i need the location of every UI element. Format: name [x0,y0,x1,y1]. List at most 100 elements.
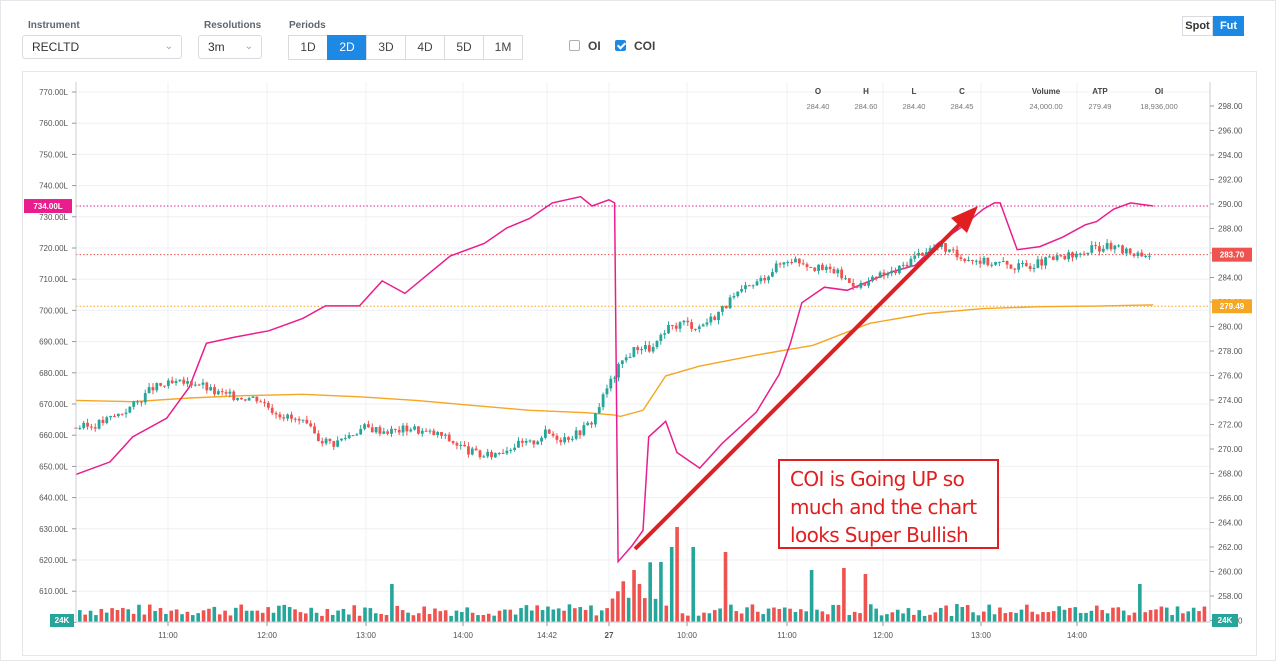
candle-body [813,267,817,271]
volume-bar [1019,609,1024,622]
volume-bar [729,604,733,622]
right-tick-label: 278.00 [1218,347,1243,356]
chart-container[interactable]: 770.00L 760.00L 750.00L 740.00L 730.00L 720.0… [22,71,1257,656]
candle-body [720,306,724,312]
ohlc-header: C [959,87,965,96]
x-tick-label: 14:42 [537,631,558,640]
candle-body [732,295,736,298]
candle-body [770,272,774,277]
fut-toggle-button[interactable]: Fut [1213,16,1244,36]
volume-bar [390,584,394,622]
volume-bar [250,610,254,622]
candle-body [582,425,586,436]
candle-body [1036,259,1040,268]
candle-body [990,264,994,266]
period-1m[interactable]: 1M [483,35,523,60]
candle-body [170,380,174,384]
right-tick-label: 288.00 [1218,225,1243,234]
volume-bar [987,604,991,622]
volume-bar [917,610,922,622]
candle-body [782,262,786,265]
volume-bar [680,613,685,622]
volume-bar [675,527,679,622]
candle-body [451,441,455,444]
period-4d[interactable]: 4D [405,35,445,60]
volume-bar [373,613,378,622]
candle-body [832,269,836,274]
candle-body [293,418,297,420]
coi-checkbox[interactable] [615,40,626,51]
period-2d[interactable]: 2D [327,35,367,60]
ohlc-header: OI [1155,87,1163,96]
volume-bar [244,610,249,622]
volume-bar [1159,606,1164,622]
candle-body [190,381,193,386]
volume-bar [83,614,87,622]
annotation-line: looks Super Bullish [790,523,969,547]
period-5d[interactable]: 5D [444,35,484,60]
ohlc-value: 284.45 [951,102,974,111]
candle-body [1128,248,1132,254]
candle-body [555,435,559,440]
oi-checkbox[interactable] [569,40,580,51]
right-tick-label: 290.00 [1218,200,1243,209]
candle-body [620,360,624,365]
candle-body [909,258,913,267]
volume-bar [309,607,313,622]
spot-toggle-button[interactable]: Spot [1182,16,1213,36]
candle-body [1044,257,1047,266]
candle-body [174,381,178,384]
candle-body [263,402,266,404]
period-3d[interactable]: 3D [366,35,406,60]
candle-body [536,441,540,445]
left-tick-label: 700.00L [39,306,68,315]
candle-body [320,441,324,444]
volume-bar [712,610,717,622]
candle-body [644,345,647,350]
candle-body [836,269,840,274]
volume-bar [1025,604,1029,622]
price-chart[interactable]: 770.00L 760.00L 750.00L 740.00L 730.00L 720.0… [23,72,1256,655]
volume-bar [347,614,351,622]
volume-bar [1008,612,1013,622]
volume-bar [530,610,534,622]
volume-bar [158,607,163,622]
period-1d[interactable]: 1D [288,35,328,60]
candle-body [1117,245,1121,247]
right-tick-label: 294.00 [1218,151,1243,160]
volume-bar [330,614,335,622]
candle-body [790,262,794,264]
candle-body [670,325,674,327]
ohlc-header: ATP [1092,87,1108,96]
volume-bar [761,614,765,622]
volume-bar [287,607,292,622]
candle-body [686,320,690,323]
volume-bar [99,608,104,622]
candle-body [840,269,844,279]
candle-body [659,334,663,341]
volume-bar [831,604,835,622]
price-marker-badge [1212,247,1252,262]
candle-body [274,413,278,415]
volume-bar [573,608,577,622]
volume-bar [965,605,970,622]
candle-body [594,413,597,425]
ohlc-header: H [863,87,869,96]
candle-body [178,379,182,382]
instrument-select[interactable]: RECLTD ⌄ [22,35,182,59]
volume-bar [427,614,432,622]
candle-body [1132,253,1136,257]
x-tick-label: 10:00 [677,631,698,640]
volume-bar [1127,615,1131,622]
volume-badge-left [50,614,74,627]
volume-bar [583,609,588,622]
candle-body [794,258,797,263]
volume-bar [815,609,819,622]
volume-bar [524,605,529,622]
candle-body [1013,268,1017,270]
candle-body [501,453,505,455]
volume-bar [1089,610,1094,622]
volume-bar [1175,606,1180,622]
resolution-select[interactable]: 3m ⌄ [198,35,262,59]
candle-body [374,427,378,433]
